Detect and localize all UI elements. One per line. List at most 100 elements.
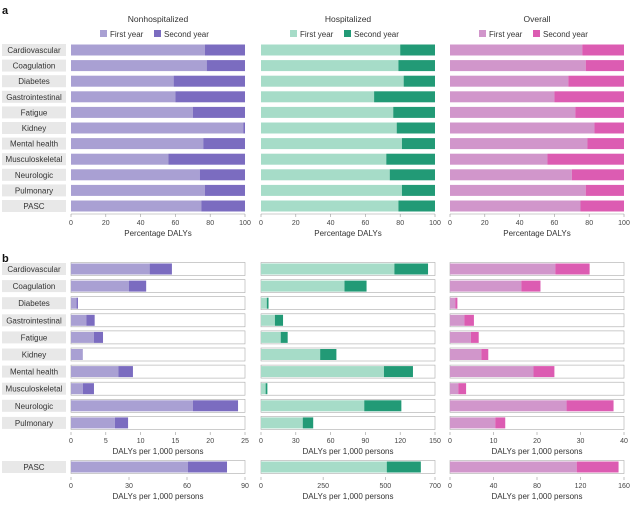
- category-label-box: [2, 75, 66, 88]
- category-label: Neurologic: [15, 402, 53, 411]
- legend-swatch-first-year: [479, 30, 486, 37]
- bar-second-year: [575, 106, 624, 118]
- bar-second-year: [149, 263, 172, 275]
- x-tick-label: 0: [448, 438, 452, 445]
- bar-second-year: [585, 184, 624, 196]
- bar-first-year: [261, 314, 275, 326]
- x-tick-label: 30: [125, 483, 133, 490]
- bar-first-year: [71, 280, 129, 292]
- bar-first-year: [71, 331, 94, 343]
- bar-second-year: [547, 153, 624, 165]
- bar-first-year: [450, 383, 459, 395]
- x-axis-label: DALYs per 1,000 persons: [112, 492, 203, 501]
- category-label-box: [2, 168, 66, 181]
- x-tick-label: 0: [259, 220, 263, 227]
- bar-second-year: [521, 280, 541, 292]
- legend-swatch-second-year: [154, 30, 161, 37]
- category-label: Fatigue: [21, 333, 48, 342]
- bar-second-year: [594, 122, 624, 134]
- bar-second-year: [398, 200, 435, 212]
- legend-label: Second year: [164, 30, 209, 39]
- bar-first-year: [71, 417, 115, 429]
- bar-second-year: [76, 297, 78, 309]
- x-axis-label: Percentage DALYs: [124, 229, 191, 238]
- x-tick-label: 120: [575, 483, 587, 490]
- category-label-box: [2, 331, 66, 344]
- category-label: Neurologic: [15, 171, 53, 180]
- category-label-box: [2, 184, 66, 197]
- category-label-box: [2, 399, 66, 412]
- x-tick-label: 40: [490, 483, 498, 490]
- x-tick-label: 0: [69, 438, 73, 445]
- legend-swatch-first-year: [100, 30, 107, 37]
- bar-first-year: [261, 331, 281, 343]
- bar-second-year: [86, 314, 95, 326]
- x-tick-label: 0: [69, 483, 73, 490]
- legend-label: First year: [489, 30, 523, 39]
- bar-second-year: [203, 138, 245, 150]
- x-tick-label: 80: [585, 220, 593, 227]
- category-label: PASC: [23, 463, 44, 472]
- x-tick-label: 40: [137, 220, 145, 227]
- bar-first-year: [71, 60, 207, 72]
- x-tick-label: 0: [448, 483, 452, 490]
- bar-first-year: [450, 106, 576, 118]
- category-label-box: [2, 297, 66, 310]
- bar-second-year: [580, 200, 624, 212]
- bar-first-year: [261, 200, 399, 212]
- x-tick-label: 60: [172, 220, 180, 227]
- category-label-box: [2, 461, 66, 473]
- bar-first-year: [71, 461, 188, 473]
- x-tick-label: 5: [104, 438, 108, 445]
- category-label: Musculoskeletal: [6, 155, 63, 164]
- x-tick-label: 40: [620, 438, 628, 445]
- bar-second-year: [400, 44, 435, 56]
- bar-second-year: [458, 383, 467, 395]
- bar-second-year: [344, 280, 367, 292]
- bar-second-year: [481, 349, 489, 360]
- category-label: Diabetes: [18, 77, 50, 86]
- bar-second-year: [470, 331, 479, 343]
- category-label: Diabetes: [18, 299, 50, 308]
- bar-first-year: [261, 60, 399, 72]
- category-label-box: [2, 200, 66, 212]
- bar-first-year: [261, 75, 404, 87]
- bar-frame: [449, 381, 625, 396]
- bar-first-year: [450, 169, 572, 181]
- category-label-box: [2, 365, 66, 378]
- x-axis-label: DALYs per 1,000 persons: [491, 447, 582, 456]
- bar-second-year: [114, 417, 129, 429]
- category-label: Coagulation: [13, 62, 56, 71]
- bar-second-year: [199, 169, 245, 181]
- bar-first-year: [261, 349, 321, 360]
- x-tick-label: 40: [516, 220, 524, 227]
- bar-first-year: [450, 122, 595, 134]
- category-label: Kidney: [22, 351, 46, 360]
- bar-first-year: [71, 263, 150, 275]
- category-label: Pulmonary: [15, 419, 53, 428]
- bar-first-year: [450, 331, 471, 343]
- legend-swatch-second-year: [344, 30, 351, 37]
- bar-first-year: [261, 91, 375, 103]
- bar-second-year: [455, 297, 458, 309]
- bar-frame: [70, 381, 246, 396]
- category-label-box: [2, 44, 66, 56]
- x-tick-label: 80: [533, 483, 541, 490]
- bar-first-year: [261, 400, 365, 412]
- bar-second-year: [393, 106, 435, 118]
- subplot-title: Hospitalized: [325, 14, 372, 24]
- bar-first-year: [450, 400, 567, 412]
- bar-second-year: [175, 91, 245, 103]
- bar-first-year: [71, 153, 169, 165]
- bar-first-year: [261, 297, 267, 309]
- bar-second-year: [386, 461, 421, 473]
- x-axis-label: Percentage DALYs: [314, 229, 381, 238]
- bar-first-year: [71, 106, 193, 118]
- category-label-box: [2, 314, 66, 327]
- x-tick-label: 160: [618, 483, 630, 490]
- x-tick-label: 20: [533, 438, 541, 445]
- bar-first-year: [450, 417, 496, 429]
- legend-label: Second year: [543, 30, 588, 39]
- bar-first-year: [71, 138, 204, 150]
- bar-second-year: [555, 263, 590, 275]
